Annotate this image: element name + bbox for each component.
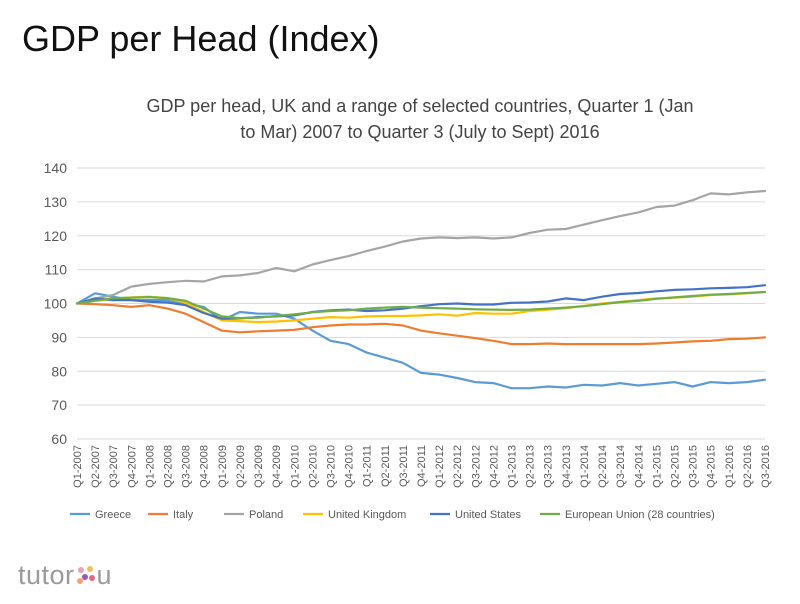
x-tick-label: Q1-2013 — [507, 445, 519, 488]
legend-label: United Kingdom — [328, 509, 406, 521]
x-tick-label: Q2-2014 — [597, 445, 609, 488]
logo-mark-icon — [76, 565, 96, 587]
legend-label: European Union (28 countries) — [565, 509, 715, 521]
y-tick-label: 110 — [45, 262, 68, 278]
legend-label: United States — [455, 509, 522, 521]
y-tick-label: 80 — [51, 363, 67, 379]
legend-label: Italy — [173, 509, 194, 521]
x-tick-label: Q2-2013 — [525, 445, 537, 488]
x-tick-label: Q2-2015 — [669, 445, 681, 488]
x-tick-label: Q3-2012 — [470, 445, 482, 488]
x-tick-label: Q1-2015 — [651, 445, 663, 488]
x-tick-label: Q4-2013 — [561, 445, 573, 488]
legend-label: Poland — [249, 509, 283, 521]
chart-title-line: GDP per head, UK and a range of selected… — [147, 96, 694, 116]
x-tick-label: Q2-2012 — [452, 445, 464, 488]
x-tick-label: Q1-2008 — [144, 445, 156, 488]
x-tick-label: Q3-2010 — [325, 445, 337, 488]
tutor2u-logo: tutor u — [18, 560, 112, 591]
x-tick-label: Q4-2011 — [416, 445, 428, 487]
chart-title: GDP per head, UK and a range of selected… — [147, 96, 694, 142]
x-tick-label: Q2-2016 — [742, 445, 754, 488]
slide-title: GDP per Head (Index) — [22, 18, 380, 59]
chart-legend: Greece Italy Poland United Kingdom United St… — [70, 509, 715, 521]
x-tick-label: Q1-2009 — [217, 445, 229, 488]
y-tick-label: 90 — [51, 329, 67, 345]
x-tick-label: Q4-2009 — [271, 445, 283, 488]
x-tick-label: Q4-2007 — [126, 445, 138, 488]
x-tick-label: Q4-2010 — [344, 445, 356, 488]
series-line-european-union-28-countries — [75, 290, 767, 320]
x-tick-label: Q1-2012 — [434, 445, 446, 488]
y-tick-label: 70 — [51, 397, 67, 413]
chart-gridlines — [77, 167, 765, 440]
logo-text-right: u — [96, 560, 113, 590]
x-tick-label: Q4-2014 — [633, 445, 645, 488]
x-tick-label: Q3-2016 — [760, 445, 772, 488]
x-tick-label: Q4-2015 — [706, 445, 718, 488]
y-tick-label: 140 — [44, 160, 68, 176]
x-tick-label: Q2-2009 — [235, 445, 247, 488]
series-line-united-states — [75, 284, 767, 320]
x-tick-label: Q1-2011 — [362, 445, 374, 487]
y-tick-label: 100 — [44, 296, 68, 312]
x-tick-label: Q4-2012 — [488, 445, 500, 488]
y-tick-label: 60 — [51, 431, 67, 447]
chart-title-line: to Mar) 2007 to Quarter 3 (July to Sept)… — [240, 122, 599, 142]
x-tick-label: Q3-2014 — [615, 445, 627, 488]
x-tick-label: Q3-2015 — [688, 445, 700, 488]
x-tick-label: Q3-2007 — [108, 445, 120, 488]
x-tick-label: Q1-2007 — [72, 445, 84, 488]
x-tick-label: Q1-2010 — [289, 445, 301, 488]
chart-series — [75, 189, 767, 390]
y-tick-label: 120 — [44, 228, 68, 244]
y-axis-ticks: 60 70 80 90 100 110 120 130 140 — [44, 160, 68, 447]
x-tick-label: Q2-2010 — [307, 445, 319, 488]
series-line-poland — [75, 189, 767, 305]
x-tick-label: Q4-2008 — [199, 445, 211, 488]
x-tick-label: Q3-2009 — [253, 445, 265, 488]
series-line-italy — [75, 302, 767, 346]
legend-label: Greece — [95, 509, 131, 521]
x-tick-label: Q3-2013 — [543, 445, 555, 488]
logo-text-left: tutor — [18, 560, 75, 590]
x-tick-label: Q2-2008 — [163, 445, 175, 488]
x-tick-label: Q2-2011 — [380, 445, 392, 487]
x-tick-label: Q1-2016 — [724, 445, 736, 488]
x-tick-label: Q3-2011 — [398, 445, 410, 487]
x-axis-ticks: Q1-2007 Q2-2007 Q3-2007 Q4-2007 Q1-2008 Q2-20… — [72, 445, 772, 488]
y-tick-label: 130 — [44, 194, 68, 210]
x-tick-label: Q2-2007 — [90, 445, 102, 488]
x-tick-label: Q1-2014 — [579, 445, 591, 488]
x-tick-label: Q3-2008 — [181, 445, 193, 488]
